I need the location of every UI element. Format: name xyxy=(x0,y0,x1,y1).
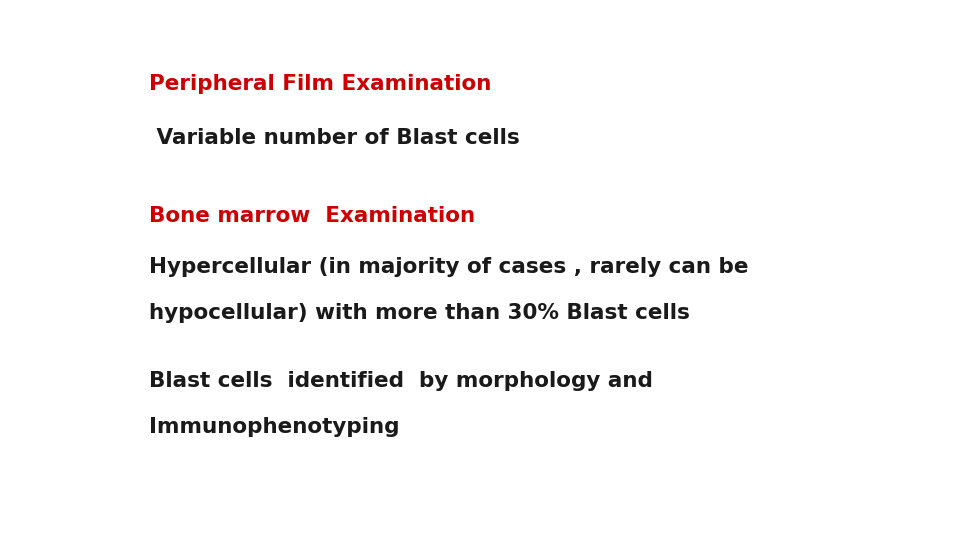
Text: Peripheral Film Examination: Peripheral Film Examination xyxy=(149,73,492,94)
Text: Variable number of Blast cells: Variable number of Blast cells xyxy=(149,127,519,148)
Text: Blast cells  identified  by morphology and: Blast cells identified by morphology and xyxy=(149,370,653,391)
Text: hypocellular) with more than 30% Blast cells: hypocellular) with more than 30% Blast c… xyxy=(149,303,689,323)
Text: Immunophenotyping: Immunophenotyping xyxy=(149,416,399,437)
Text: Hypercellular (in majority of cases , rarely can be: Hypercellular (in majority of cases , ra… xyxy=(149,257,748,278)
Text: Bone marrow  Examination: Bone marrow Examination xyxy=(149,206,475,226)
